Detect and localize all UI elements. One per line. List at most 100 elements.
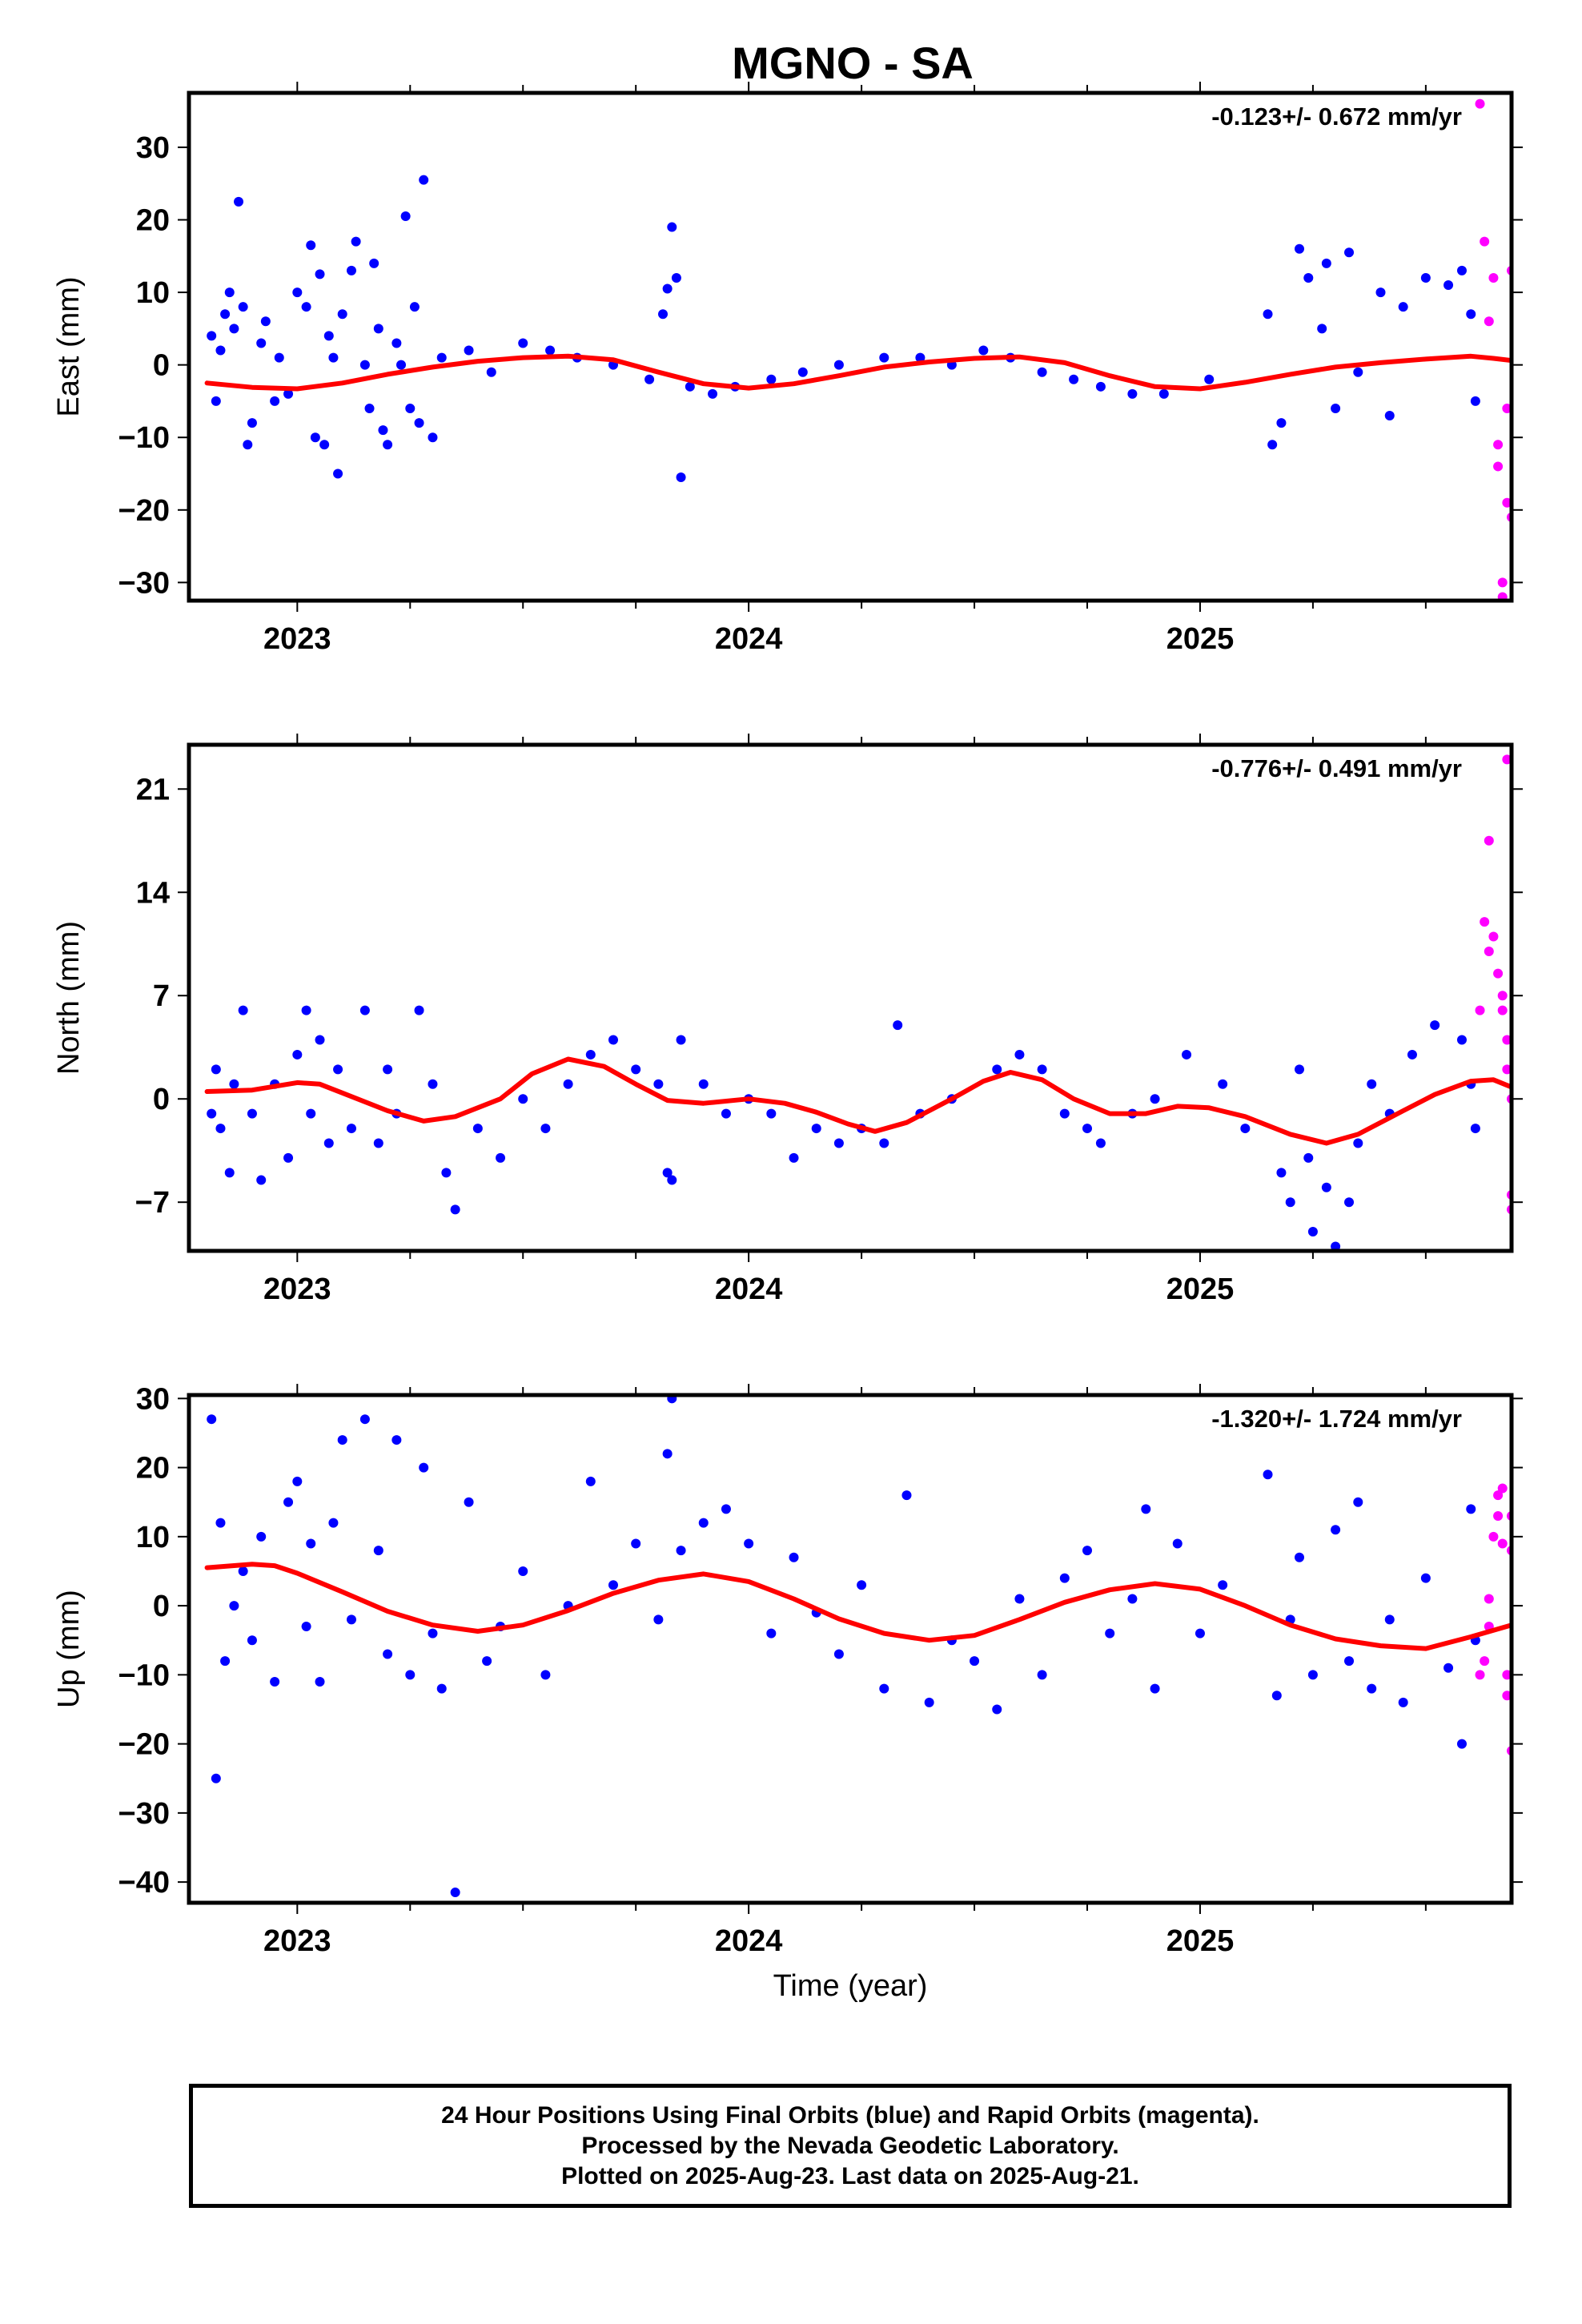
up-final-orbit-point bbox=[1420, 1573, 1431, 1583]
east-final-orbit-point bbox=[1267, 440, 1278, 450]
east-y-tick-label: 30 bbox=[136, 131, 170, 165]
east-rapid-orbit-point bbox=[1497, 577, 1508, 588]
east-final-orbit-point bbox=[346, 265, 356, 275]
east-rapid-orbit-point bbox=[1497, 592, 1508, 601]
up-final-orbit-point bbox=[337, 1435, 347, 1445]
east-final-orbit-point bbox=[333, 468, 343, 479]
north-final-orbit-point bbox=[496, 1152, 506, 1163]
east-final-orbit-point bbox=[301, 302, 311, 312]
up-final-orbit-point bbox=[391, 1435, 402, 1445]
east-final-orbit-point bbox=[1344, 247, 1355, 258]
north-final-orbit-point bbox=[992, 1064, 1002, 1075]
east-final-orbit-point bbox=[409, 302, 420, 312]
up-final-orbit-point bbox=[1466, 1504, 1476, 1514]
north-x-tick-label: 2024 bbox=[715, 1273, 783, 1306]
north-final-orbit-point bbox=[833, 1138, 844, 1148]
east-final-orbit-point bbox=[207, 331, 217, 341]
north-final-orbit-point bbox=[373, 1138, 383, 1148]
up-rapid-orbit-point bbox=[1493, 1490, 1504, 1501]
east-final-orbit-point bbox=[256, 338, 267, 348]
north-final-orbit-point bbox=[1470, 1124, 1480, 1134]
north-final-orbit-point bbox=[441, 1168, 452, 1178]
up-final-orbit-point bbox=[1082, 1546, 1093, 1556]
east-final-orbit-point bbox=[369, 258, 379, 268]
north-rapid-orbit-point bbox=[1502, 1064, 1512, 1075]
east-final-orbit-point bbox=[359, 360, 370, 370]
east-final-orbit-point bbox=[337, 309, 347, 320]
east-final-orbit-point bbox=[833, 360, 844, 370]
east-final-orbit-point bbox=[414, 418, 424, 428]
north-final-orbit-point bbox=[721, 1108, 731, 1119]
east-final-orbit-point bbox=[215, 345, 226, 356]
north-final-orbit-point bbox=[383, 1064, 393, 1075]
north-rapid-orbit-point bbox=[1502, 754, 1512, 765]
up-final-orbit-point bbox=[924, 1697, 934, 1707]
north-final-orbit-point bbox=[306, 1108, 316, 1119]
east-final-orbit-point bbox=[685, 381, 695, 392]
north-final-orbit-point bbox=[1303, 1152, 1314, 1163]
east-x-tick-label: 2025 bbox=[1166, 622, 1235, 656]
north-final-orbit-point bbox=[879, 1138, 889, 1148]
east-final-orbit-point bbox=[1276, 418, 1287, 428]
up-final-orbit-point bbox=[667, 1395, 677, 1404]
east-plot-area bbox=[204, 99, 1512, 601]
up-final-orbit-point bbox=[464, 1497, 474, 1507]
north-rapid-orbit-point bbox=[1475, 1005, 1485, 1015]
north-final-orbit-point bbox=[662, 1168, 673, 1178]
north-final-orbit-point bbox=[1367, 1079, 1377, 1089]
east-final-orbit-point bbox=[351, 236, 361, 247]
east-rapid-orbit-point bbox=[1475, 99, 1485, 109]
up-y-tick-label: −20 bbox=[118, 1728, 170, 1762]
up-panel: 2023 2024 2025 −40 −30 −20 −10 0 10 20 30 Up (mm) -1… bbox=[52, 1382, 1523, 1958]
up-final-orbit-point bbox=[1263, 1470, 1273, 1480]
east-final-orbit-point bbox=[1470, 396, 1480, 406]
north-y-tick-label: 14 bbox=[136, 876, 170, 910]
east-final-orbit-point bbox=[879, 352, 889, 363]
up-final-orbit-point bbox=[1331, 1525, 1341, 1535]
north-final-orbit-point bbox=[1407, 1049, 1417, 1059]
up-final-orbit-point bbox=[373, 1546, 383, 1556]
up-final-orbit-point bbox=[211, 1773, 221, 1783]
up-final-orbit-point bbox=[270, 1676, 280, 1687]
east-final-orbit-point bbox=[1303, 272, 1314, 283]
east-final-orbit-point bbox=[243, 440, 253, 450]
up-final-orbit-point bbox=[436, 1683, 447, 1694]
up-final-orbit-point bbox=[1218, 1580, 1228, 1590]
up-final-orbit-point bbox=[315, 1676, 325, 1687]
up-final-orbit-point bbox=[766, 1628, 777, 1638]
up-final-orbit-point bbox=[1344, 1656, 1355, 1667]
north-model-curve bbox=[204, 1056, 1512, 1146]
north-final-orbit-point bbox=[292, 1049, 303, 1059]
up-final-orbit-point bbox=[1271, 1691, 1282, 1701]
east-final-orbit-point bbox=[766, 374, 777, 384]
east-final-orbit-point bbox=[234, 196, 244, 207]
east-final-orbit-point bbox=[319, 440, 330, 450]
east-final-orbit-point bbox=[247, 418, 257, 428]
up-rapid-orbit-point bbox=[1493, 1510, 1504, 1521]
east-final-orbit-point bbox=[486, 367, 496, 377]
north-final-orbit-point bbox=[676, 1035, 686, 1045]
up-y-tick-label: 0 bbox=[153, 1590, 170, 1623]
east-final-orbit-point bbox=[328, 352, 339, 363]
north-final-orbit-point bbox=[207, 1108, 217, 1119]
up-final-orbit-point bbox=[857, 1580, 867, 1590]
north-final-orbit-point bbox=[359, 1005, 370, 1015]
east-final-orbit-point bbox=[378, 425, 388, 436]
east-x-tick-label: 2024 bbox=[715, 622, 783, 656]
up-final-orbit-point bbox=[383, 1649, 393, 1659]
north-final-orbit-point bbox=[518, 1094, 528, 1104]
north-y-tick-label: 7 bbox=[153, 979, 170, 1013]
north-panel: 2023 2024 2025 −7 0 7 14 21 North (mm) -0.776+/- … bbox=[52, 734, 1523, 1306]
east-final-orbit-point bbox=[1443, 280, 1454, 291]
north-final-orbit-point bbox=[238, 1005, 248, 1015]
east-final-orbit-point bbox=[274, 352, 284, 363]
up-plot-area bbox=[204, 1395, 1512, 1898]
north-final-orbit-point bbox=[1307, 1227, 1318, 1237]
north-rapid-orbit-point bbox=[1497, 991, 1508, 1001]
east-final-orbit-point bbox=[364, 403, 375, 413]
north-final-orbit-point bbox=[1321, 1182, 1331, 1192]
up-final-orbit-point bbox=[1367, 1683, 1377, 1694]
east-final-orbit-point bbox=[238, 302, 248, 312]
up-final-orbit-point bbox=[970, 1656, 980, 1667]
up-rapid-orbit-point bbox=[1497, 1483, 1508, 1494]
